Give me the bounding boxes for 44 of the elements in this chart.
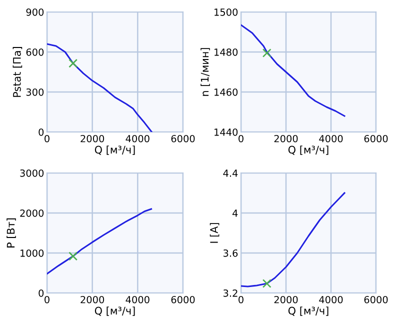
y-axis-title: Pstat [Па] bbox=[12, 47, 22, 97]
x-tick-label: 6000 bbox=[171, 134, 195, 142]
x-tick-label: 2000 bbox=[274, 134, 298, 142]
x-tick-label: 2000 bbox=[80, 134, 104, 142]
y-tick-label: 600 bbox=[26, 48, 44, 56]
x-axis-title: Q [м³/ч] bbox=[288, 306, 328, 316]
x-tick-label: 0 bbox=[44, 296, 50, 304]
x-axis-title: Q [м³/ч] bbox=[94, 146, 135, 155]
x-axis-title: Q [м³/ч] bbox=[94, 306, 135, 316]
x-tick-label: 4000 bbox=[319, 296, 343, 304]
y-axis-title: I [A] bbox=[210, 223, 220, 243]
y-tick-label: 900 bbox=[26, 8, 44, 16]
x-tick-label: 0 bbox=[238, 134, 244, 142]
line-series bbox=[47, 43, 152, 132]
x-tick-label: 4000 bbox=[126, 134, 150, 142]
y-tick-label: 1000 bbox=[20, 249, 44, 257]
x-tick-label: 6000 bbox=[171, 296, 195, 304]
y-tick-label: 2000 bbox=[20, 209, 44, 217]
line-series bbox=[241, 24, 346, 117]
y-tick-label: 4.4 bbox=[223, 170, 238, 177]
y-tick-label: 0 bbox=[38, 289, 44, 297]
y-tick-label: 3.2 bbox=[224, 289, 238, 297]
x-tick-label: 4000 bbox=[319, 134, 343, 142]
x-tick-label: 6000 bbox=[364, 134, 388, 142]
y-tick-label: 1440 bbox=[214, 128, 238, 136]
x-tick-label: 6000 bbox=[364, 296, 388, 304]
x-tick-label: 0 bbox=[238, 296, 244, 304]
line-series bbox=[47, 208, 152, 275]
y-tick-label: 0 bbox=[38, 128, 44, 136]
y-tick-label: 300 bbox=[26, 88, 44, 96]
y-tick-label: 1500 bbox=[214, 8, 238, 16]
y-tick-label: 3000 bbox=[20, 169, 44, 177]
x-tick-label: 4000 bbox=[126, 296, 150, 304]
y-tick-label: 1480 bbox=[214, 48, 238, 56]
y-tick-label: 4 bbox=[232, 210, 238, 217]
y-tick-label: 1460 bbox=[214, 88, 238, 96]
x-tick-label: 2000 bbox=[274, 296, 298, 304]
line-series bbox=[241, 192, 346, 288]
x-tick-label: 0 bbox=[44, 134, 50, 142]
x-axis-title: Q [м³/ч] bbox=[288, 146, 328, 155]
y-axis-title: n [1/мин] bbox=[200, 48, 210, 96]
y-tick-label: 3.6 bbox=[224, 249, 238, 257]
y-axis-title: P [Вт] bbox=[6, 218, 16, 248]
x-tick-label: 2000 bbox=[80, 296, 104, 304]
